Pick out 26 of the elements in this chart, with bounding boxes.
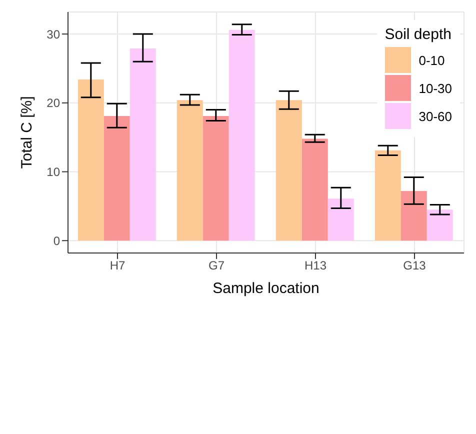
bar (400, 191, 427, 241)
y-axis-title: Total C [%] (18, 96, 36, 169)
bar (328, 198, 354, 241)
bar (374, 150, 401, 241)
bar (202, 116, 229, 241)
x-axis-title: Sample location (212, 280, 320, 297)
legend-label: 10-30 (418, 80, 452, 96)
x-tick-label: G13 (403, 258, 426, 273)
legend-label: 30-60 (418, 108, 452, 124)
y-tick-label: 0 (53, 234, 60, 248)
x-tick-label: H13 (304, 258, 327, 273)
bar (104, 116, 130, 241)
bar (426, 210, 453, 241)
x-tick-label: G7 (208, 258, 225, 273)
bar (78, 79, 104, 241)
bar (176, 100, 203, 241)
x-tick-label: H7 (110, 258, 126, 273)
y-tick-label: 10 (46, 165, 60, 180)
legend-title: Soil depth (384, 26, 452, 43)
bar (130, 48, 156, 241)
bar (228, 30, 255, 241)
y-tick-label: 20 (46, 96, 60, 110)
y-tick-label: 30 (46, 27, 60, 42)
bar (276, 100, 302, 241)
bar (302, 138, 328, 241)
legend-label: 0-10 (418, 52, 445, 68)
